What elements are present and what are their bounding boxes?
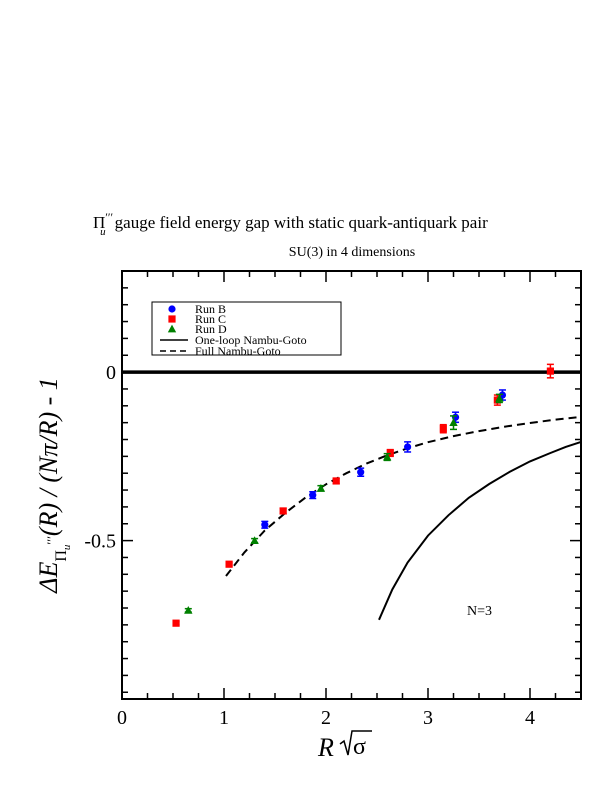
ylabel-sup: ′′′ xyxy=(44,536,59,545)
run-d-point xyxy=(383,452,392,461)
run-b-point xyxy=(261,521,269,529)
legend-label-run-b: Run B xyxy=(195,302,226,316)
title-sup: ′′′ xyxy=(105,210,113,224)
legend-box xyxy=(151,301,342,356)
xlabel-main: R xyxy=(317,733,334,762)
full-nambu-goto-curve xyxy=(225,415,582,577)
run-d-point xyxy=(184,605,193,614)
title-prefix: Π xyxy=(93,213,105,232)
run-c-point xyxy=(332,477,340,485)
run-c-point xyxy=(279,507,287,515)
run-b-point xyxy=(404,443,412,451)
run-c-point xyxy=(172,619,180,627)
legend-marker-run-b xyxy=(168,305,176,313)
x-tick-label: 2 xyxy=(321,707,331,729)
run-b-point xyxy=(357,468,365,476)
title-rest: gauge field energy gap with static quark… xyxy=(115,213,488,232)
y-axis-label: ΔEΠu′′′(R) / (Nπ/R) - 1 xyxy=(34,377,73,594)
x-tick-label: 1 xyxy=(219,707,229,729)
legend-label-one-loop-nambu-goto: One-loop Nambu-Goto xyxy=(195,333,307,347)
run-c-point xyxy=(439,425,447,433)
legend-label-full-nambu-goto: Full Nambu-Goto xyxy=(195,344,281,358)
legend-marker-run-c xyxy=(168,315,176,323)
y-tick-label: 0 xyxy=(106,362,116,384)
x-tick-label: 3 xyxy=(423,707,433,729)
run-d-point xyxy=(316,483,326,492)
plot-area: 0 1 2 3 4 0 -0.5 xyxy=(84,270,582,729)
run-c-point xyxy=(546,367,554,375)
legend-label-run-c: Run C xyxy=(195,312,226,326)
y-tick-label: -0.5 xyxy=(84,531,116,553)
ylabel-subsub: u xyxy=(61,544,73,550)
ylabel-delta: ΔE xyxy=(34,562,63,594)
run-d-point xyxy=(449,418,458,427)
chart-subtitle: SU(3) in 4 dimensions xyxy=(289,245,415,260)
ylabel-sub: Π xyxy=(53,550,70,562)
title-sub: u xyxy=(100,226,106,238)
legend-label-run-d: Run D xyxy=(195,322,227,336)
x-tick-label: 4 xyxy=(525,707,535,729)
chart-title: Π′′′ u gauge field energy gap with static … xyxy=(93,210,488,238)
sqrt-sign xyxy=(339,730,372,756)
ylabel-rest: (R) / (Nπ/R) - 1 xyxy=(34,377,63,536)
xlabel-sqrt: σ xyxy=(353,734,366,760)
x-axis-label: R xyxy=(317,733,334,762)
annotation-n: N=3 xyxy=(467,604,492,619)
run-d-point xyxy=(250,536,259,545)
run-b-point xyxy=(309,491,317,499)
x-tick-label: 0 xyxy=(117,707,127,729)
run-d-point xyxy=(495,393,504,402)
run-c-point xyxy=(225,560,233,568)
one-loop-nambu-goto-curve xyxy=(378,440,582,621)
legend-marker-run-d xyxy=(167,324,177,333)
